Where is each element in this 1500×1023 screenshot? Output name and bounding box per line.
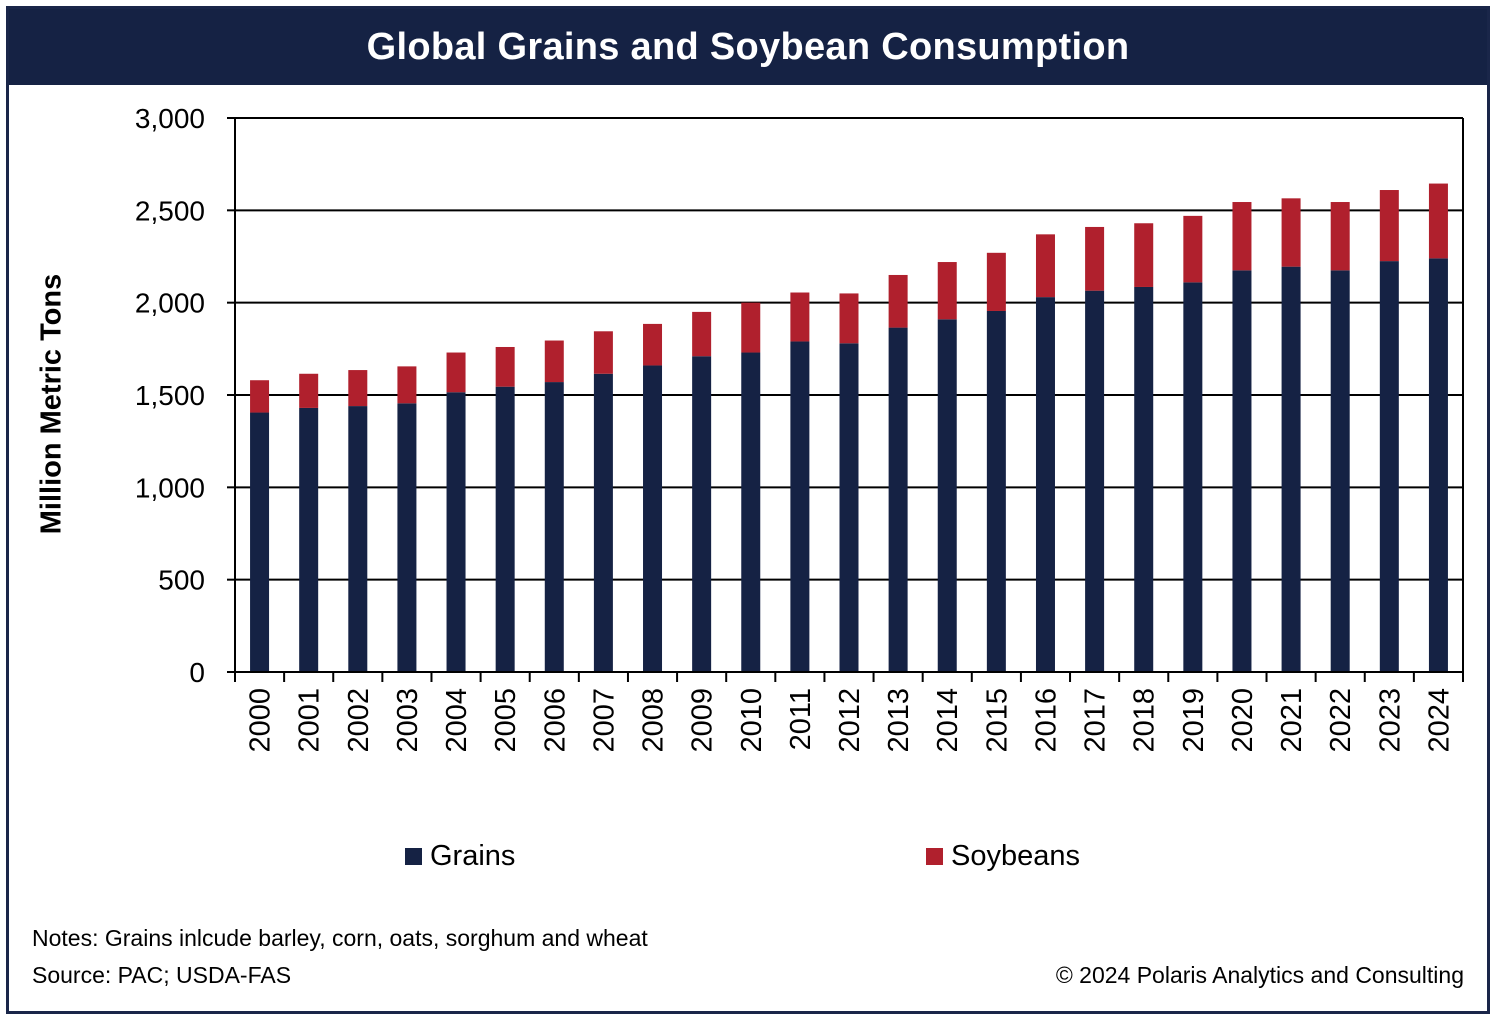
bar-grains-2016	[1035, 297, 1055, 672]
bar-soybeans-2019	[1183, 215, 1203, 283]
x-tick-label: 2012	[834, 688, 866, 753]
bar-grains-2019	[1183, 282, 1203, 672]
x-tick-label: 2009	[687, 688, 719, 753]
x-tick-label: 2004	[441, 688, 473, 753]
x-tick-label: 2023	[1374, 688, 1406, 753]
y-tick-label: 2,000	[135, 288, 205, 319]
bar-soybeans-2004	[446, 352, 466, 393]
bar-soybeans-2024	[1428, 183, 1448, 259]
x-tick-label: 2007	[588, 688, 620, 753]
x-tick-label: 2014	[932, 688, 964, 753]
bar-soybeans-2000	[250, 380, 270, 413]
bar-grains-2022	[1330, 270, 1350, 672]
bar-grains-2012	[839, 343, 859, 672]
bar-grains-2003	[397, 403, 417, 672]
bar-grains-2010	[741, 352, 761, 672]
bar-grains-2004	[446, 392, 466, 672]
y-tick-label: 0	[189, 657, 205, 688]
bar-grains-2008	[643, 365, 663, 672]
y-tick-label: 2,500	[135, 195, 205, 226]
x-tick-label: 2013	[883, 688, 915, 753]
bar-soybeans-2005	[495, 346, 515, 387]
legend-soybeans-swatch	[926, 848, 943, 865]
bar-soybeans-2017	[1085, 226, 1105, 291]
x-tick-label: 2024	[1423, 688, 1455, 753]
bar-soybeans-2022	[1330, 202, 1350, 271]
bar-soybeans-2009	[692, 311, 712, 357]
x-tick-label: 2018	[1129, 688, 1161, 753]
chart-title: Global Grains and Soybean Consumption	[366, 25, 1130, 68]
bar-grains-2002	[348, 406, 368, 672]
bar-grains-2024	[1428, 258, 1448, 672]
bar-soybeans-2010	[741, 302, 761, 353]
bar-grains-2011	[790, 341, 810, 672]
x-tick-label: 2011	[785, 688, 817, 750]
bar-grains-2014	[937, 319, 957, 672]
bar-soybeans-2007	[593, 331, 613, 374]
title-bar: Global Grains and Soybean Consumption	[9, 9, 1487, 85]
source-text: Source: PAC; USDA-FAS	[32, 962, 292, 988]
legend-grains-label: Grains	[430, 840, 516, 872]
bar-soybeans-2008	[643, 323, 663, 366]
bar-soybeans-2020	[1232, 202, 1252, 271]
bar-grains-2006	[544, 382, 564, 672]
bar-soybeans-2015	[986, 252, 1006, 311]
notes-text: Notes: Grains inlcude barley, corn, oats…	[32, 925, 648, 951]
bar-soybeans-2002	[348, 370, 368, 407]
x-tick-label: 2000	[245, 688, 277, 753]
bar-grains-2018	[1134, 286, 1154, 672]
bar-grains-2023	[1379, 261, 1399, 672]
bar-grains-2013	[888, 327, 908, 672]
bar-grains-2001	[299, 407, 319, 672]
bar-grains-2015	[986, 310, 1006, 672]
y-tick-label: 3,000	[135, 103, 205, 134]
x-tick-label: 2006	[539, 688, 571, 753]
bar-grains-2000	[250, 412, 270, 672]
legend-soybeans-label: Soybeans	[951, 840, 1080, 872]
bar-grains-2021	[1281, 266, 1301, 672]
x-tick-label: 2015	[981, 688, 1013, 753]
legend-grains-swatch	[405, 848, 422, 865]
bar-soybeans-2014	[937, 262, 957, 320]
copyright-text: © 2024 Polaris Analytics and Consulting	[1055, 962, 1464, 988]
legend-grains: Grains	[405, 840, 515, 873]
y-tick-label: 1,500	[135, 380, 205, 411]
bar-grains-2005	[495, 386, 515, 672]
legend-soybeans: Soybeans	[926, 840, 1080, 873]
x-tick-label: 2019	[1178, 688, 1210, 753]
x-tick-label: 2002	[343, 688, 375, 753]
bar-soybeans-2012	[839, 293, 859, 344]
y-tick-label: 500	[158, 565, 205, 596]
x-tick-label: 2020	[1227, 688, 1259, 753]
x-tick-label: 2017	[1080, 688, 1112, 753]
bar-soybeans-2006	[544, 340, 564, 383]
x-tick-label: 2021	[1276, 688, 1308, 753]
x-tick-label: 2008	[638, 688, 670, 753]
bar-soybeans-2021	[1281, 198, 1301, 267]
x-tick-label: 2001	[294, 688, 326, 753]
bar-grains-2020	[1232, 270, 1252, 672]
x-tick-label: 2005	[490, 688, 522, 753]
y-tick-label: 1,000	[135, 472, 205, 503]
x-tick-label: 2003	[392, 688, 424, 753]
x-tick-label: 2016	[1030, 688, 1062, 753]
bar-grains-2007	[593, 373, 613, 672]
bar-grains-2017	[1085, 290, 1105, 672]
x-tick-label: 2022	[1325, 688, 1357, 753]
bar-grains-2009	[692, 356, 712, 672]
bar-soybeans-2011	[790, 292, 810, 342]
bar-soybeans-2001	[299, 373, 319, 408]
bar-soybeans-2013	[888, 274, 908, 328]
x-tick-label: 2010	[736, 688, 768, 753]
bar-soybeans-2003	[397, 366, 417, 404]
bar-soybeans-2018	[1134, 223, 1154, 287]
bar-soybeans-2016	[1035, 234, 1055, 298]
bar-soybeans-2023	[1379, 190, 1399, 262]
